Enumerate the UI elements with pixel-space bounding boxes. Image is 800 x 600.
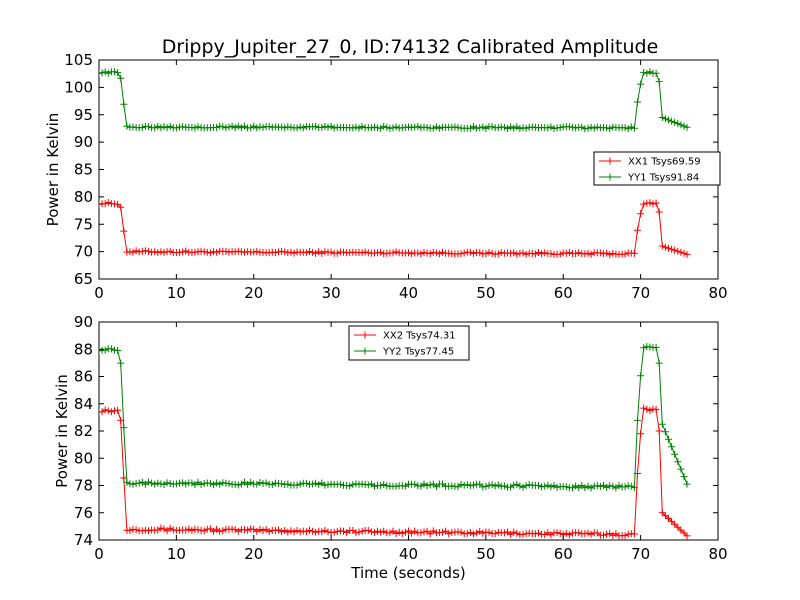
y-tick-label: 65 — [74, 270, 93, 288]
x-tick-label: 60 — [554, 545, 573, 563]
y-tick-label: 80 — [74, 188, 93, 206]
x-tick-label: 80 — [708, 545, 727, 563]
y-tick-label: 70 — [74, 243, 93, 261]
x-tick-label: 70 — [631, 284, 650, 302]
legend-marker — [606, 173, 614, 181]
x-tick-label: 30 — [322, 545, 341, 563]
y-tick-label: 90 — [74, 313, 93, 331]
x-tick-label: 10 — [167, 284, 186, 302]
y-axis-label: Power in Kelvin — [53, 374, 71, 488]
x-tick-label: 50 — [476, 284, 495, 302]
y-tick-label: 105 — [64, 51, 93, 69]
top-plot: 0 10 20 30 40 50 60 70 80 65 70 75 80 85 90 95 100 105 Pow… — [44, 51, 728, 302]
x-tick-label: 30 — [322, 284, 341, 302]
y-axis-label: Power in Kelvin — [44, 113, 62, 227]
x-tick-label: 60 — [554, 284, 573, 302]
y-tick-label: 80 — [74, 449, 93, 467]
y-tick-label: 76 — [74, 504, 93, 522]
legend-marker — [361, 331, 369, 339]
x-axis-label: Time (seconds) — [350, 564, 466, 582]
x-tick-label: 40 — [399, 284, 418, 302]
legend-box — [348, 325, 470, 361]
y-tick-label: 74 — [74, 531, 93, 549]
series-green — [99, 343, 691, 492]
legend: XX1 Tsys69.59 YY1 Tsys91.84 — [593, 151, 721, 186]
y-tick-label: 100 — [64, 78, 93, 96]
series-markers — [99, 404, 691, 540]
series-markers — [99, 343, 691, 492]
y-tick-label: 86 — [74, 368, 93, 386]
x-tick-label: 80 — [708, 284, 727, 302]
legend-marker — [361, 347, 369, 355]
x-tick-label: 0 — [94, 545, 104, 563]
x-tick-label: 50 — [476, 545, 495, 563]
series-green — [99, 68, 691, 133]
chart-title: Drippy_Jupiter_27_0, ID:74132 Calibrated… — [162, 36, 659, 58]
y-tick-label: 95 — [74, 106, 93, 124]
legend-box — [593, 151, 721, 186]
x-tick-label: 20 — [244, 545, 263, 563]
x-tick-label: 40 — [399, 545, 418, 563]
series-red — [99, 199, 691, 259]
series-red — [99, 404, 691, 540]
legend-marker — [606, 157, 614, 165]
bottom-plot: 0 10 20 30 40 50 60 70 80 74 76 78 80 82 84 86 88 90 Power… — [53, 313, 728, 582]
y-tick-label: 78 — [74, 477, 93, 495]
y-tick-label: 85 — [74, 161, 93, 179]
x-tick-label: 0 — [94, 284, 104, 302]
legend-entry: YY1 Tsys91.84 — [627, 173, 699, 184]
x-tick-label: 20 — [244, 284, 263, 302]
legend-entry: XX1 Tsys69.59 — [628, 157, 701, 168]
x-tick-label: 10 — [167, 545, 186, 563]
legend: XX2 Tsys74.31 YY2 Tsys77.45 — [348, 325, 470, 361]
x-tick-label: 70 — [631, 545, 650, 563]
legend-entry: XX2 Tsys74.31 — [383, 331, 456, 342]
y-tick-label: 88 — [74, 340, 93, 358]
y-tick-label: 84 — [74, 395, 93, 413]
series-markers — [99, 68, 691, 133]
series-markers — [99, 199, 691, 259]
y-tick-label: 82 — [74, 422, 93, 440]
legend-entry: YY2 Tsys77.45 — [382, 347, 454, 358]
y-tick-label: 90 — [74, 133, 93, 151]
y-tick-label: 75 — [74, 215, 93, 233]
